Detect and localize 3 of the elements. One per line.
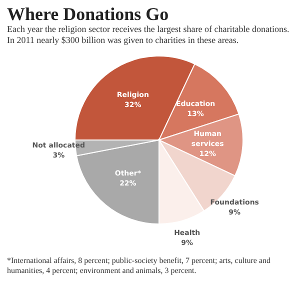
chart-subtitle: Each year the religion sector receives the largest share of charitable donations. In 2011 nearly $300 billion was given to charities in these areas. — [7, 24, 290, 45]
chart-title: Where Donations Go — [7, 4, 169, 24]
text: *International affairs, 8 percent; public-society benefit, 7 percent; arts, culture and humanities, 4 percent; environment and animals, 3 percent. — [7, 256, 271, 275]
